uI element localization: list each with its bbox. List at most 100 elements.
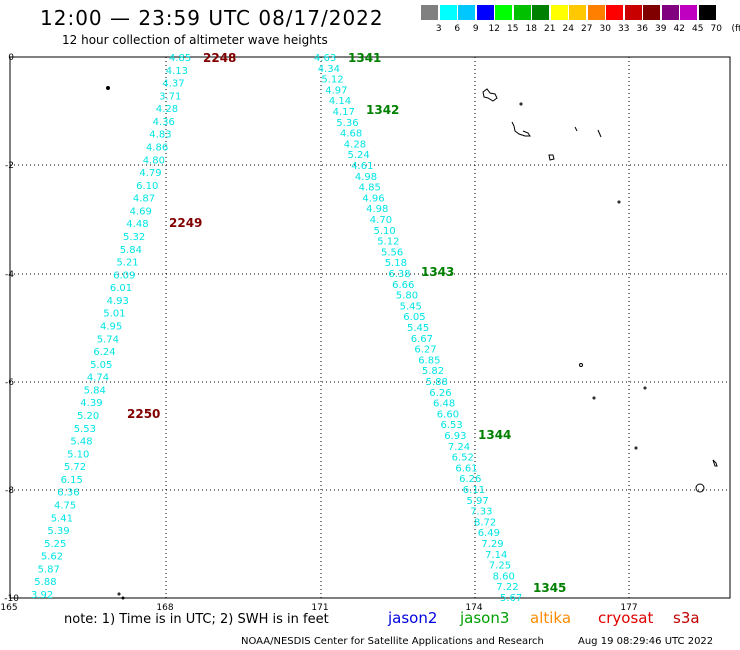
legend-swatch — [439, 5, 457, 20]
wave-height-value: 4.28 — [156, 104, 178, 115]
pass-label: 1345 — [533, 581, 566, 595]
legend-cryosat: cryosat — [598, 609, 654, 627]
wave-height-value: 8.72 — [474, 517, 496, 528]
legend-swatch — [421, 5, 438, 20]
legend-jason2: jason2 — [388, 609, 438, 627]
pass-label: 1341 — [348, 51, 381, 65]
wave-height-value: 7.24 — [448, 442, 470, 453]
island — [548, 154, 555, 161]
legend-tick-label: 3 — [435, 24, 442, 34]
legend-tick-label: 12 — [488, 24, 500, 34]
legend-tick-label: 18 — [525, 24, 537, 34]
chart-title: 12:00 — 23:59 UTC 08/17/2022 — [40, 6, 384, 30]
islands — [106, 86, 718, 600]
legend-swatch — [476, 5, 494, 20]
wave-height-value: 6.36 — [57, 488, 79, 499]
credit-line: NOAA/NESDIS Center for Satellite Applica… — [241, 636, 544, 647]
wave-height-value: 6.15 — [61, 475, 83, 486]
y-tick-label: -6 — [5, 378, 14, 388]
pass-label: 1343 — [421, 265, 454, 279]
wave-height-value: 4.83 — [149, 130, 171, 141]
legend-swatch — [661, 5, 679, 20]
pass-labels: 2248 2249 2250 1341 1342 1343 1344 1345 — [127, 51, 566, 595]
wave-height-value: 5.10 — [67, 449, 89, 460]
pass-label: 2248 — [203, 51, 236, 65]
island — [106, 86, 110, 90]
y-tick-label: 0 — [8, 53, 14, 63]
wave-height-value: 6.66 — [392, 280, 414, 291]
wave-height-value: 7.14 — [485, 550, 507, 561]
legend-jason3: jason3 — [460, 609, 510, 627]
wave-height-value: 7.25 — [489, 561, 511, 572]
wave-height-value: 5.84 — [84, 385, 106, 396]
legend-tick-label: 6 — [454, 24, 461, 34]
y-tick-label: -2 — [5, 161, 14, 171]
legend-tick-label: 21 — [544, 24, 556, 34]
wave-height-value: 6.01 — [110, 283, 132, 294]
wave-height-value: 5.53 — [74, 424, 96, 435]
wave-height-value: 5.45 — [407, 323, 429, 334]
legend-swatch — [698, 5, 716, 20]
x-tick-label: 165 — [0, 603, 17, 613]
wave-height-value: 5.18 — [385, 258, 407, 269]
island — [592, 396, 596, 400]
wave-height-value: 5.36 — [336, 118, 358, 129]
wave-height-value: 5.62 — [41, 552, 63, 563]
wave-height-value: 5.67 — [500, 593, 522, 604]
wave-height-value: 6.48 — [433, 399, 455, 410]
wave-height-value: 4.86 — [146, 143, 168, 154]
pass-label: 2249 — [169, 216, 202, 230]
wave-height-value: 5.01 — [103, 309, 125, 320]
wave-height-value: 5.97 — [467, 496, 489, 507]
wave-height-value: 5.88 — [34, 577, 56, 588]
wave-height-value: 4.93 — [107, 296, 129, 307]
legend-tick-label: 24 — [562, 24, 574, 34]
island — [712, 459, 718, 467]
wave-height-value: 5.74 — [97, 334, 119, 345]
wave-height-value: 5.87 — [38, 564, 60, 575]
wave-height-value: 4.61 — [351, 161, 373, 172]
wave-height-value: 4.48 — [126, 219, 148, 230]
wave-height-value: 5.12 — [321, 75, 343, 86]
wave-height-value: 4.98 — [366, 204, 388, 215]
wave-height-value: 5.88 — [426, 377, 448, 388]
x-axis-ticks: 165 168 171 174 177 — [0, 603, 637, 613]
wave-height-value: 7.22 — [496, 582, 518, 593]
footer-note: note: 1) Time is in UTC; 2) SWH is in fe… — [64, 612, 329, 627]
wave-height-value: 6.52 — [452, 453, 474, 464]
legend-swatch — [532, 5, 549, 20]
island — [117, 592, 121, 596]
wave-height-value: 5.25 — [44, 539, 66, 550]
island — [121, 596, 125, 600]
wave-height-value: 4.96 — [362, 193, 384, 204]
wave-height-value: 4.85 — [359, 183, 381, 194]
legend-swatch — [643, 5, 660, 20]
x-tick-label: 174 — [465, 603, 482, 613]
legend-tick-label: (ft) — [731, 24, 740, 34]
wave-height-value: 4.63 — [314, 53, 336, 64]
wave-height-value: 6.49 — [478, 528, 500, 539]
wave-height-value: 5.48 — [70, 437, 92, 448]
pass-label: 1344 — [478, 428, 511, 442]
pass-label: 2250 — [127, 407, 160, 421]
x-tick-label: 168 — [156, 603, 173, 613]
wave-height-value: 5.72 — [64, 462, 86, 473]
wave-height-value: 4.14 — [329, 96, 351, 107]
legend-swatch — [587, 5, 605, 20]
legend-swatch — [513, 5, 531, 20]
wave-height-value: 5.10 — [374, 226, 396, 237]
wave-height-value: 5.39 — [47, 526, 69, 537]
legend-tick-label: 70 — [710, 24, 722, 34]
wave-height-value: 4.34 — [318, 64, 340, 75]
wave-height-value: 6.26 — [429, 388, 451, 399]
wave-height-value: 6.67 — [411, 334, 433, 345]
wave-height-value: 4.13 — [166, 66, 188, 77]
wave-height-value: 4.70 — [370, 215, 392, 226]
legend-tick-label: 45 — [692, 24, 704, 34]
wave-height-value: 6.60 — [437, 409, 459, 420]
wave-height-value: 4.98 — [355, 172, 377, 183]
wave-height-value: 6.24 — [93, 347, 115, 358]
wave-height-value: 5.20 — [77, 411, 99, 422]
wave-height-value: 4.39 — [80, 398, 102, 409]
